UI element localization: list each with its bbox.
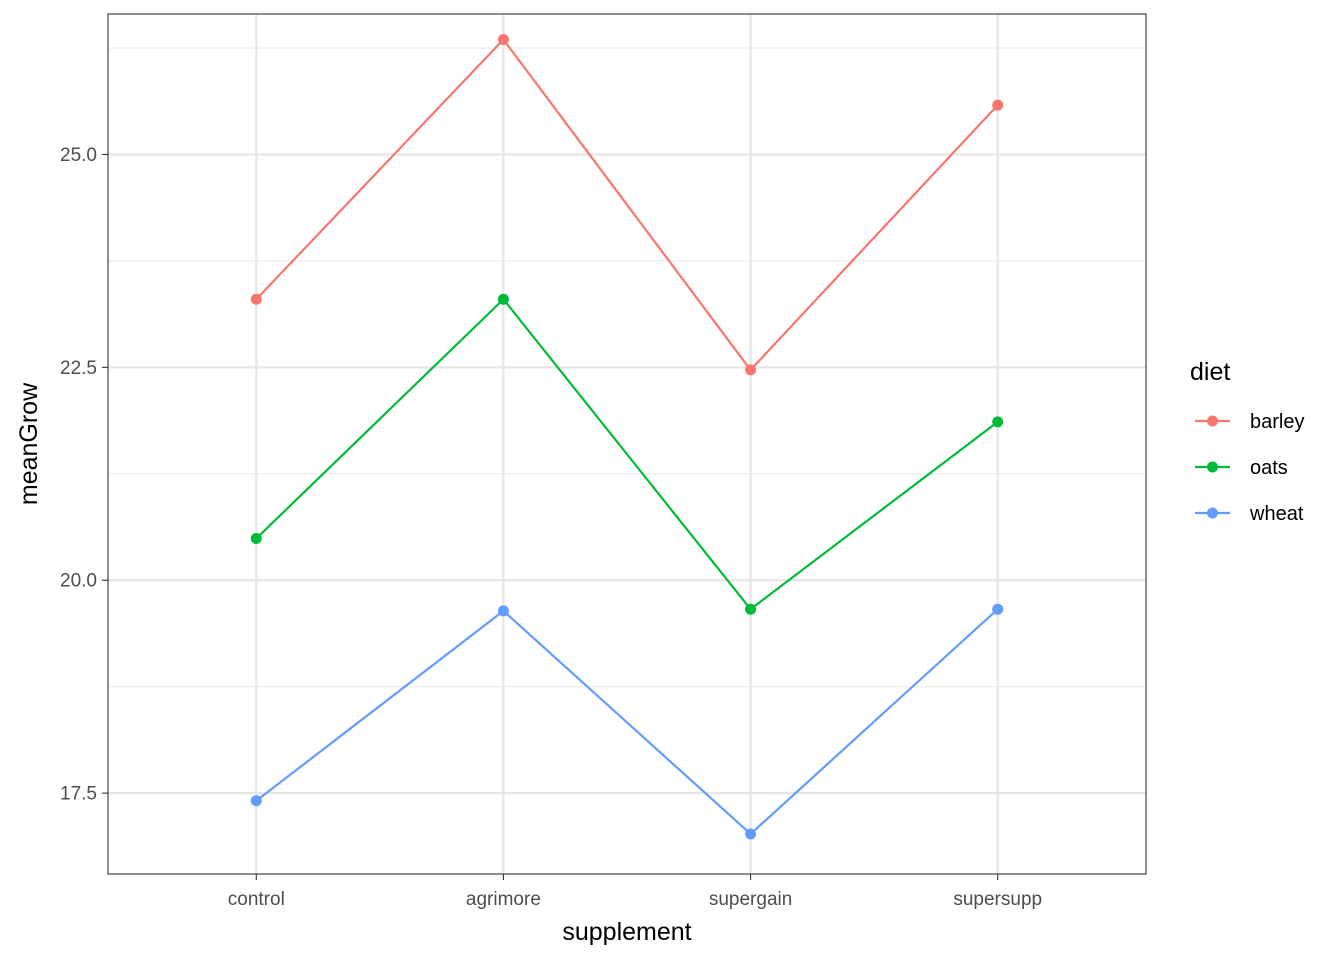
x-tick-label-control: control: [228, 889, 285, 910]
data-point-wheat-control: [250, 795, 262, 807]
data-point-oats-supersupp: [992, 416, 1004, 428]
y-axis: 17.5 20.0 22.5 25.0: [60, 145, 108, 805]
series-line-oats: [255, 298, 999, 611]
x-axis-title: supplement: [562, 918, 691, 946]
legend-items: barley oats wheat: [1195, 411, 1304, 525]
x-tick-label-supergain: supergain: [709, 889, 792, 910]
legend-label: wheat: [1249, 503, 1304, 525]
data-point-barley-agrimore: [497, 34, 509, 46]
data-point-wheat-agrimore: [497, 605, 509, 617]
y-tick-label: 20.0: [60, 571, 97, 592]
x-axis: control agrimore supergain supersupp: [228, 874, 1042, 910]
legend-key-point: [1207, 415, 1218, 427]
grid-major: [108, 14, 1146, 874]
series-line-barley: [255, 38, 999, 372]
grid-minor: [108, 47, 1146, 688]
data-point-barley-control: [250, 293, 262, 305]
x-tick-label-agrimore: agrimore: [466, 889, 541, 910]
y-tick-label: 22.5: [60, 358, 97, 379]
series-points: [250, 34, 1004, 840]
legend-item-barley: barley: [1195, 411, 1304, 433]
data-point-wheat-supergain: [745, 828, 757, 840]
data-point-oats-control: [250, 533, 262, 545]
legend-item-oats: oats: [1195, 457, 1288, 479]
y-tick-label: 17.5: [60, 784, 97, 805]
legend-key-point: [1207, 461, 1218, 473]
legend-label: oats: [1250, 457, 1288, 479]
legend-title: diet: [1190, 358, 1230, 386]
data-point-barley-supergain: [745, 364, 757, 376]
legend-item-wheat: wheat: [1195, 503, 1304, 525]
legend: diet barley oats wheat: [1190, 358, 1304, 525]
data-point-wheat-supersupp: [992, 603, 1004, 615]
x-tick-label-supersupp: supersupp: [953, 889, 1042, 910]
y-axis-title: meanGrow: [15, 382, 43, 505]
data-point-oats-supergain: [745, 603, 757, 615]
legend-key-point: [1207, 507, 1218, 519]
panel-border: [107, 13, 1147, 875]
data-point-oats-agrimore: [497, 293, 509, 305]
y-tick-label: 25.0: [60, 145, 97, 166]
legend-label: barley: [1250, 411, 1304, 433]
series-lines: [255, 38, 999, 836]
data-point-barley-supersupp: [992, 99, 1004, 111]
series-line-wheat: [255, 608, 999, 836]
